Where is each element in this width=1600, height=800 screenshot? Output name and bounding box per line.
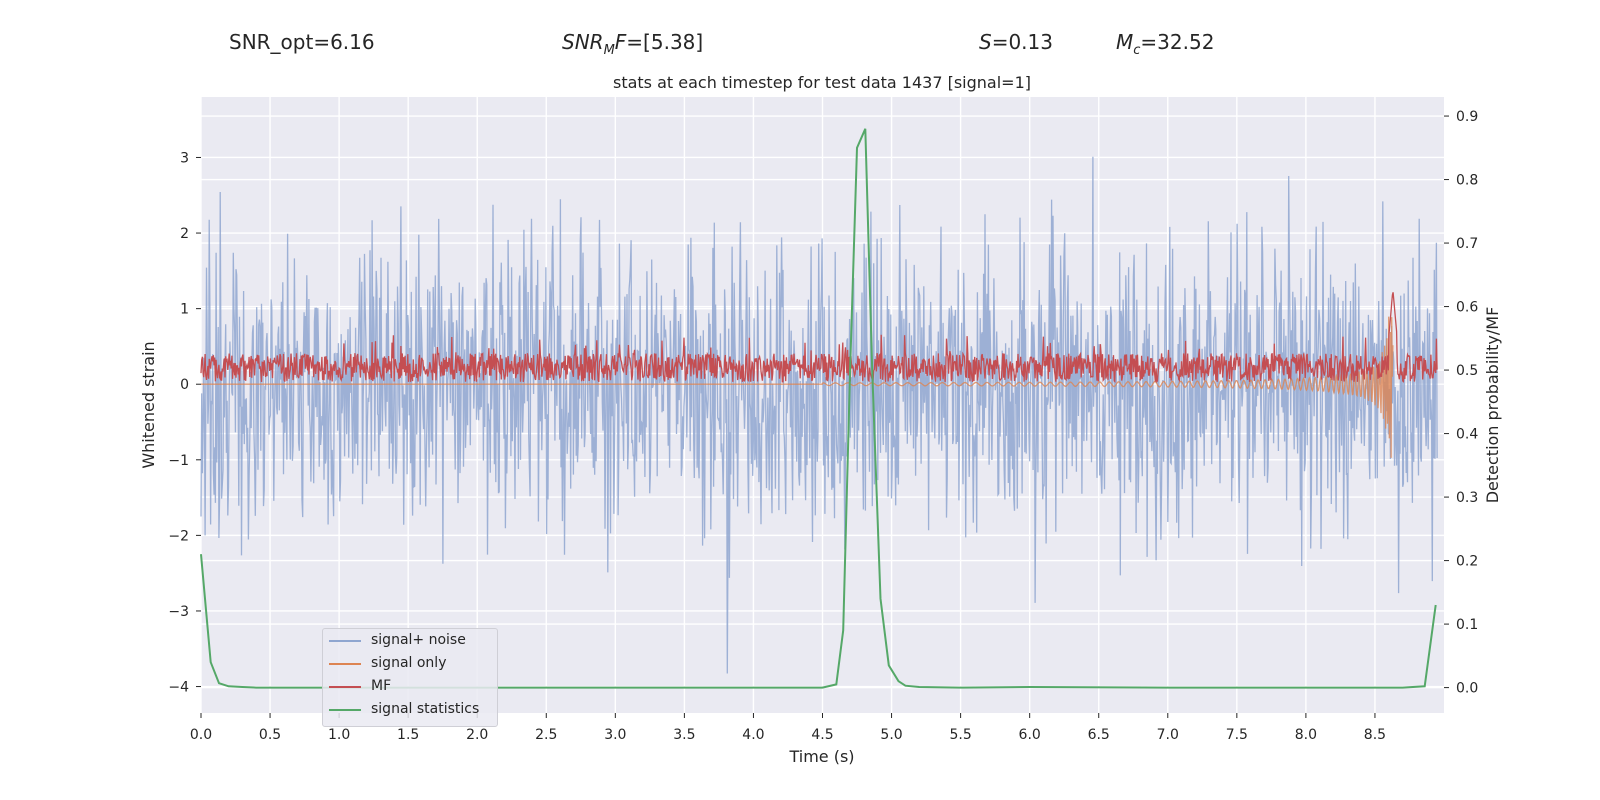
signal-only-series xyxy=(201,316,1394,458)
y2-tick-label: 0.9 xyxy=(1456,109,1478,125)
y2-tick-label: 0.8 xyxy=(1456,173,1478,189)
legend-swatch-noise xyxy=(329,640,361,642)
x-tick-label: 4.0 xyxy=(742,727,764,743)
signal-noise-line xyxy=(200,156,1438,674)
y-tick-label: −4 xyxy=(168,680,189,696)
y-tick-label: 1 xyxy=(180,302,189,318)
x-tick-label: 1.5 xyxy=(397,727,419,743)
signal-noise-series xyxy=(200,156,1438,674)
x-tick-label: 8.5 xyxy=(1364,727,1386,743)
legend-label-signal: signal only xyxy=(371,655,447,671)
snr-mf-stat: SNRMF=[5.38] xyxy=(562,30,703,58)
signal-only-line xyxy=(201,316,1394,458)
y2-tick-label: 0.1 xyxy=(1456,617,1478,633)
legend-item-signal: signal only xyxy=(323,652,497,675)
mc-subscript: c xyxy=(1133,43,1141,58)
x-tick-label: 7.0 xyxy=(1157,727,1179,743)
x-tick-label: 2.5 xyxy=(535,727,557,743)
mc-value: =32.52 xyxy=(1140,30,1215,54)
legend-label-noise: signal+ noise xyxy=(371,632,466,648)
chart-title: stats at each timestep for test data 143… xyxy=(613,73,1031,92)
y2-tick-label: 0.3 xyxy=(1456,490,1478,506)
mc-symbol: M xyxy=(1116,30,1134,54)
s-stat: S=0.13 xyxy=(979,30,1053,54)
y2-tick-label: 0.5 xyxy=(1456,363,1478,379)
y-tick-label: −2 xyxy=(168,528,189,544)
x-tick-label: 6.5 xyxy=(1088,727,1110,743)
mf-series xyxy=(200,292,1438,384)
x-axis-label: Time (s) xyxy=(788,747,854,766)
legend: signal+ noise signal only MF signal stat… xyxy=(322,628,498,727)
snr-mf-symbol: SNR xyxy=(562,30,604,54)
x-tick-label: 0.5 xyxy=(259,727,281,743)
snr-mf-subscript: M xyxy=(603,43,615,58)
y2-tick-label: 0.4 xyxy=(1456,427,1478,443)
x-tick-label: 5.0 xyxy=(880,727,902,743)
y2-axis-label: Detection probability/MF xyxy=(1483,307,1502,504)
y-tick-label: −1 xyxy=(168,453,189,469)
x-tick-label: 3.0 xyxy=(604,727,626,743)
snr-mf-symbol-2: F xyxy=(614,30,627,54)
x-tick-label: 2.0 xyxy=(466,727,488,743)
signal-statistics-series xyxy=(200,128,1437,689)
legend-item-mf: MF xyxy=(323,675,497,698)
x-tick-label: 6.0 xyxy=(1019,727,1041,743)
snr-opt-stat: SNR_opt=6.16 xyxy=(229,30,375,54)
legend-swatch-stat xyxy=(329,709,361,711)
y-tick-label: 0 xyxy=(180,377,189,393)
legend-item-noise: signal+ noise xyxy=(323,629,497,652)
x-tick-label: 3.5 xyxy=(673,727,695,743)
x-tick-label: 1.0 xyxy=(328,727,350,743)
legend-label-mf: MF xyxy=(371,678,392,694)
legend-item-stat: signal statistics xyxy=(323,698,497,721)
legend-label-stat: signal statistics xyxy=(371,701,480,717)
s-value: =0.13 xyxy=(991,30,1053,54)
y-axis-label: Whitened strain xyxy=(139,341,158,468)
x-tick-label: 7.5 xyxy=(1226,727,1248,743)
mc-stat: Mc=32.52 xyxy=(1116,30,1214,58)
y-tick-label: −3 xyxy=(168,604,189,620)
y2-tick-label: 0.0 xyxy=(1456,681,1478,697)
x-tick-label: 0.0 xyxy=(190,727,212,743)
axis-ticks: 0.0 0.5 1.0 1.5 2.0 2.5 3.0 3.5 4.0 4.5 5.0 5.5 6.0 6… xyxy=(168,109,1478,743)
y-tick-label: 2 xyxy=(180,226,189,242)
x-tick-label: 4.5 xyxy=(811,727,833,743)
x-tick-label: 8.0 xyxy=(1295,727,1317,743)
y2-tick-label: 0.2 xyxy=(1456,554,1478,570)
mf-line xyxy=(200,292,1438,384)
y-tick-label: 3 xyxy=(180,150,189,166)
snr-mf-value: =[5.38] xyxy=(626,30,704,54)
signal-statistics-line xyxy=(200,128,1437,689)
legend-swatch-signal xyxy=(329,663,361,665)
s-symbol: S xyxy=(979,30,992,54)
y2-tick-label: 0.7 xyxy=(1456,236,1478,252)
legend-swatch-mf xyxy=(329,686,361,688)
x-tick-label: 5.5 xyxy=(949,727,971,743)
y2-tick-label: 0.6 xyxy=(1456,300,1478,316)
